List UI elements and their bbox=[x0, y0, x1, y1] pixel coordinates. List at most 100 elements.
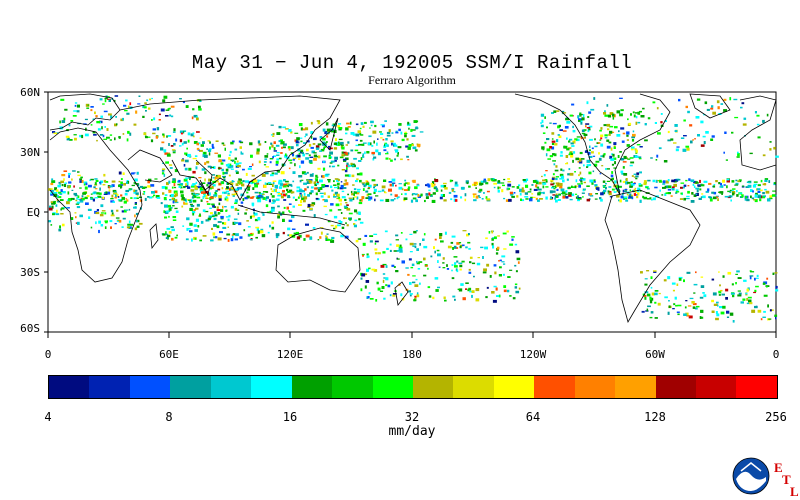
rain-cell bbox=[173, 194, 176, 197]
rain-cell bbox=[591, 181, 594, 185]
india bbox=[195, 159, 213, 197]
rain-cell bbox=[575, 193, 578, 195]
rain-cell bbox=[253, 211, 255, 215]
rain-cell bbox=[409, 294, 412, 297]
rain-cell bbox=[589, 195, 594, 197]
rain-cell bbox=[282, 211, 285, 215]
rain-cell bbox=[297, 148, 301, 152]
rain-cell bbox=[192, 199, 197, 203]
rain-cell bbox=[240, 141, 244, 144]
rain-cell bbox=[236, 209, 240, 211]
scale-swatch bbox=[251, 376, 292, 398]
rain-cell bbox=[644, 283, 648, 286]
rain-cell bbox=[173, 183, 176, 187]
rain-cell bbox=[244, 212, 247, 215]
rain-cell bbox=[702, 195, 706, 199]
rain-cell bbox=[672, 289, 675, 292]
rain-cell bbox=[380, 124, 385, 126]
rain-cell bbox=[506, 230, 509, 233]
rain-cell bbox=[411, 144, 414, 146]
rain-cell bbox=[76, 206, 81, 209]
rain-cell bbox=[237, 180, 241, 183]
rain-cell bbox=[509, 295, 512, 297]
rain-cell bbox=[170, 226, 174, 228]
rain-cell bbox=[346, 162, 349, 165]
rain-cell bbox=[352, 184, 355, 186]
rain-cell bbox=[257, 179, 262, 182]
rain-cell bbox=[639, 110, 642, 113]
rain-cell bbox=[574, 171, 576, 173]
rain-cell bbox=[310, 186, 314, 189]
rain-cell bbox=[594, 145, 598, 148]
rain-cell bbox=[516, 257, 521, 261]
rain-cell bbox=[634, 148, 637, 151]
rain-cell bbox=[405, 267, 409, 269]
rain-cell bbox=[311, 150, 315, 154]
rain-cell bbox=[772, 272, 775, 275]
rain-cell bbox=[164, 152, 169, 155]
rain-cell bbox=[151, 191, 155, 194]
rain-cell bbox=[96, 209, 99, 212]
rain-cell bbox=[234, 200, 237, 202]
rain-cell bbox=[340, 184, 344, 188]
rain-cell bbox=[675, 148, 679, 152]
rain-cell bbox=[271, 195, 275, 198]
rain-cell bbox=[518, 184, 521, 186]
rain-cell bbox=[336, 182, 340, 186]
rain-cell bbox=[333, 180, 335, 183]
rain-cell bbox=[114, 196, 117, 199]
rain-cell bbox=[144, 197, 147, 201]
rain-cell bbox=[666, 185, 669, 189]
rain-cell bbox=[368, 267, 371, 270]
rain-cell bbox=[460, 186, 465, 190]
rain-cell bbox=[298, 175, 303, 178]
rain-cell bbox=[226, 233, 231, 236]
rain-cell bbox=[637, 189, 640, 193]
rain-cell bbox=[680, 182, 685, 184]
rain-cell bbox=[616, 189, 620, 192]
rain-cell bbox=[398, 248, 403, 252]
rain-cell bbox=[271, 144, 274, 148]
rain-cell bbox=[118, 137, 121, 139]
rain-cell bbox=[456, 260, 459, 263]
rain-cell bbox=[674, 179, 679, 182]
rain-cell bbox=[380, 264, 385, 268]
rain-cell bbox=[685, 179, 688, 182]
rain-cell bbox=[225, 216, 229, 218]
rain-cell bbox=[90, 109, 93, 112]
rain-cell bbox=[192, 135, 195, 138]
rain-cell bbox=[286, 206, 289, 210]
rain-cell bbox=[97, 195, 102, 198]
rain-cell bbox=[685, 145, 690, 148]
rain-cell bbox=[135, 110, 138, 114]
rain-cell bbox=[312, 173, 314, 175]
rain-cell bbox=[747, 296, 752, 299]
rain-cell bbox=[578, 174, 580, 177]
rain-cell bbox=[478, 196, 481, 199]
rain-cell bbox=[326, 128, 331, 132]
rain-cell bbox=[411, 263, 415, 266]
rain-cell bbox=[622, 193, 624, 196]
rain-cell bbox=[683, 184, 687, 187]
rain-cell bbox=[126, 226, 130, 229]
rain-cell bbox=[168, 215, 170, 218]
rain-cell bbox=[394, 158, 396, 161]
rain-cell bbox=[271, 226, 275, 230]
rain-cell bbox=[74, 194, 78, 197]
rain-cell bbox=[578, 118, 582, 120]
rain-cell bbox=[672, 308, 675, 310]
rain-cell bbox=[162, 233, 166, 236]
rain-cell bbox=[703, 294, 707, 298]
rain-cell bbox=[90, 124, 93, 126]
rain-cell bbox=[76, 110, 80, 113]
rain-cell bbox=[545, 180, 548, 183]
rain-cell bbox=[133, 189, 136, 192]
rain-cell bbox=[610, 131, 615, 133]
rain-cell bbox=[228, 174, 231, 177]
rain-cell bbox=[271, 206, 275, 210]
rain-cell bbox=[280, 195, 284, 199]
rain-cell bbox=[674, 124, 678, 127]
rain-cell bbox=[385, 277, 389, 281]
rain-cell bbox=[51, 205, 54, 209]
rain-cell bbox=[129, 102, 132, 106]
